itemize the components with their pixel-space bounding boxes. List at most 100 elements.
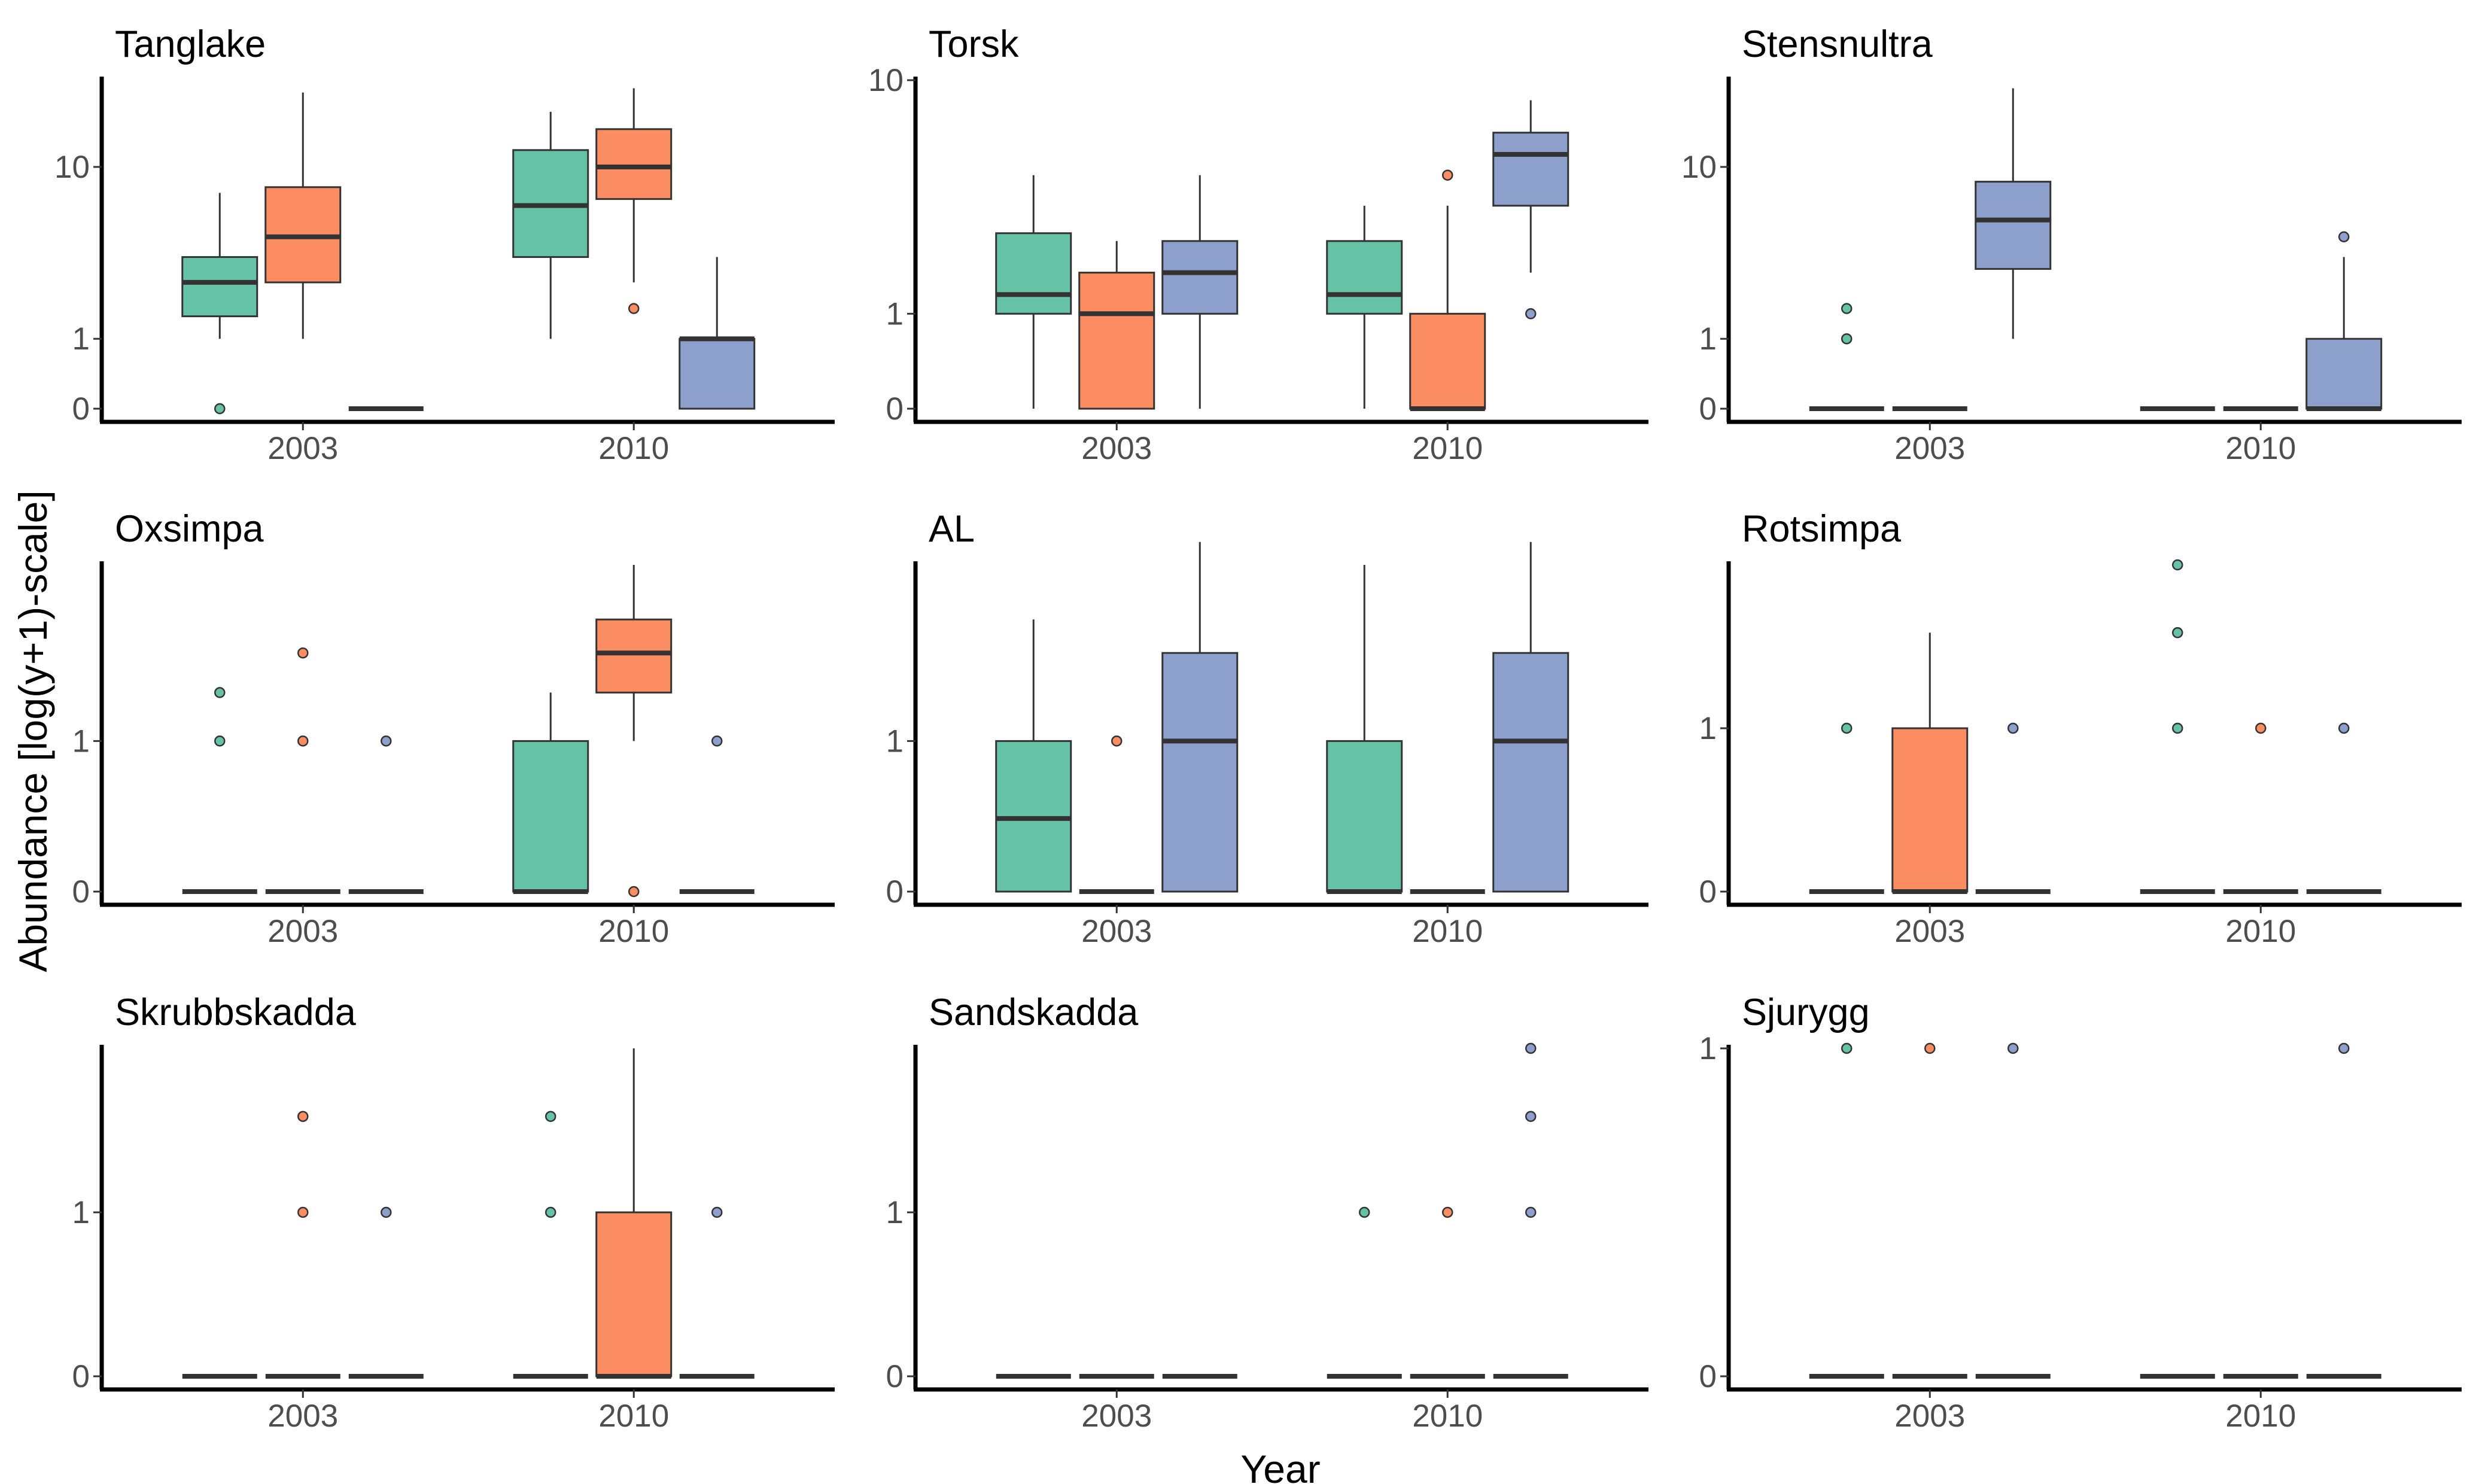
iqr-box: [1326, 740, 1403, 893]
outlier-point: [1358, 1206, 1370, 1218]
box-2003-g3: [1975, 88, 2052, 339]
outlier-point: [297, 1206, 309, 1218]
iqr-box: [1161, 240, 1239, 315]
box-2010-g3: [2306, 1042, 2381, 1379]
iqr-box: [595, 618, 673, 694]
outlier-point: [297, 647, 309, 659]
box-2010-g2: [1409, 169, 1486, 411]
box-2003-g3: [348, 735, 424, 894]
panel-al: AL 0 1 2003 2010: [886, 508, 1648, 949]
x-tick-label: 2010: [2225, 1398, 2296, 1434]
box-2010-g3: [2306, 722, 2381, 894]
y-tick-label: 1: [886, 1195, 904, 1230]
x-tick-label: 2010: [1412, 1398, 1483, 1434]
iqr-box: [679, 337, 756, 410]
outlier-point: [628, 303, 640, 314]
outlier-point: [2338, 1042, 2350, 1054]
iqr-box: [1078, 272, 1155, 410]
outlier-point: [297, 735, 309, 747]
x-axis-title: Year: [1240, 1447, 1320, 1484]
panel-sandskadda: Sandskadda 0 1 2003 2010: [886, 992, 1648, 1434]
y-tick-label: 1: [72, 321, 90, 357]
outlier-point: [1525, 308, 1537, 320]
y-tick-label: 0: [886, 874, 904, 910]
box-2010-g3: [679, 735, 755, 894]
x-tick-label: 2003: [1081, 1398, 1152, 1434]
iqr-box: [181, 256, 258, 318]
iqr-box: [1492, 132, 1569, 207]
outlier-point: [2255, 722, 2267, 734]
outlier-point: [1111, 735, 1123, 747]
x-tick-label: 2003: [1894, 914, 1965, 949]
box-2003-g2: [265, 1111, 340, 1379]
panel-title: Tanglake: [115, 23, 266, 65]
outlier-point: [1441, 1206, 1453, 1218]
box-2010-g1: [512, 111, 589, 339]
panel-torsk: Torsk 0 1 10 2003 2010: [868, 23, 1648, 466]
panel-skrubbskadda: Skrubbskadda 0 1 2003 2010: [72, 992, 835, 1434]
outlier-point: [1841, 1042, 1853, 1054]
box-2003-g1: [1809, 303, 1884, 411]
outlier-point: [711, 1206, 723, 1218]
y-tick-label: 0: [72, 391, 90, 427]
x-tick-label: 2010: [1412, 914, 1483, 949]
outlier-point: [1841, 333, 1853, 345]
y-tick-label: 0: [72, 874, 90, 910]
y-tick-label: 1: [72, 1195, 90, 1230]
box-2003-g2: [1891, 632, 1969, 894]
box-2003-g1: [181, 193, 258, 415]
outlier-point: [2007, 722, 2019, 734]
panel-title: Sjurygg: [1742, 992, 1870, 1033]
iqr-box: [595, 1211, 673, 1377]
iqr-box: [1975, 181, 2052, 270]
box-2010-g3: [679, 1206, 755, 1379]
outlier-point: [381, 735, 392, 747]
box-2010-g1: [513, 1111, 588, 1379]
iqr-box: [1409, 312, 1486, 410]
box-2010-g3: [1492, 100, 1569, 320]
box-2010-g1: [1326, 205, 1403, 409]
x-tick-label: 2003: [1081, 431, 1152, 466]
box-2003-g2: [265, 647, 340, 894]
y-tick-label: 10: [868, 63, 904, 98]
outlier-point: [214, 403, 226, 415]
box-2003-g2: [1079, 735, 1154, 894]
y-tick-label: 1: [1699, 321, 1717, 357]
outlier-point: [711, 735, 723, 747]
outlier-point: [1525, 1111, 1537, 1122]
outlier-point: [1841, 722, 1853, 734]
panel-oxsimpa: Oxsimpa 0 1 2003 2010: [72, 508, 835, 949]
y-tick-label: 10: [54, 150, 90, 185]
x-tick-label: 2003: [1894, 1398, 1965, 1434]
x-tick-label: 2010: [1412, 431, 1483, 466]
outlier-point: [2338, 722, 2350, 734]
outlier-point: [2338, 231, 2350, 242]
box-2010-g3: [1493, 1042, 1568, 1379]
outlier-point: [2171, 559, 2183, 571]
outlier-point: [214, 735, 226, 747]
box-2003-g3: [1975, 722, 2051, 894]
panel-title: Torsk: [929, 23, 1019, 65]
box-2010-g3: [2305, 231, 2383, 411]
y-tick-label: 1: [886, 296, 904, 332]
y-tick-label: 10: [1681, 150, 1717, 185]
outlier-point: [214, 687, 226, 698]
y-tick-label: 0: [1699, 391, 1717, 427]
iqr-box: [1326, 240, 1403, 315]
outlier-point: [1841, 303, 1853, 314]
box-2010-g3: [1492, 542, 1569, 893]
iqr-box: [1161, 652, 1239, 893]
panel-title: Skrubbskadda: [115, 992, 357, 1033]
x-tick-label: 2003: [1081, 914, 1152, 949]
box-2003-g1: [1809, 1042, 1884, 1379]
outlier-point: [1441, 169, 1453, 181]
iqr-box: [595, 128, 673, 200]
box-2003-g3: [348, 1206, 424, 1379]
x-tick-label: 2010: [2225, 914, 2296, 949]
panel-tanglake: Tanglake 0 1 10 2003 2010: [54, 23, 835, 466]
outlier-point: [2007, 1042, 2019, 1054]
panel-title: Rotsimpa: [1742, 508, 1902, 550]
x-tick-label: 2003: [267, 1398, 338, 1434]
box-2010-g1: [512, 692, 589, 894]
